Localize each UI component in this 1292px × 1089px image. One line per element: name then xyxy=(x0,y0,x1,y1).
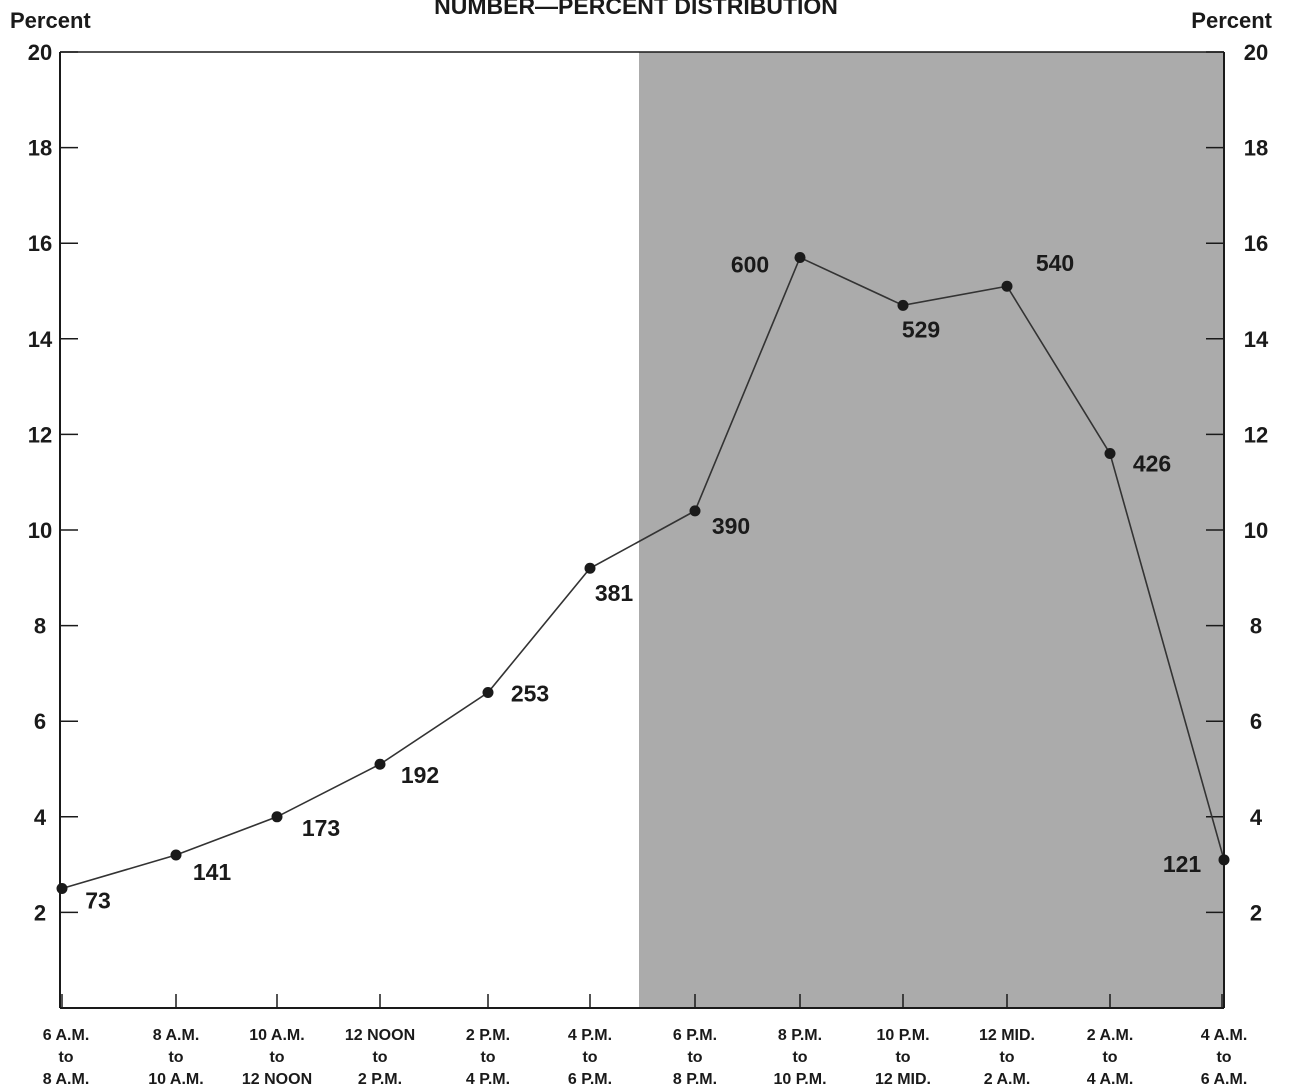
right-axis-label: Percent xyxy=(1191,8,1272,33)
data-point xyxy=(1001,280,1013,292)
left-tick-label: 8 xyxy=(34,614,46,639)
data-point xyxy=(482,687,494,699)
data-point xyxy=(794,252,806,264)
data-label: 426 xyxy=(1133,451,1171,477)
left-tick-label: 18 xyxy=(28,136,52,161)
x-category-label: 6 A.M. to 8 A.M. xyxy=(43,1027,90,1088)
x-category-label: 10 A.M. to 12 NOON xyxy=(242,1027,312,1088)
right-tick-label: 16 xyxy=(1244,231,1268,256)
x-category-label: 10 P.M. to 12 MID. xyxy=(875,1027,931,1088)
evening-shaded-region xyxy=(639,52,1224,1008)
data-labels: 73 141 173 192 253 381 390 600 529 540 426 121 xyxy=(85,250,1201,913)
data-label: 173 xyxy=(302,815,340,841)
left-tick-label: 12 xyxy=(28,422,52,447)
data-point xyxy=(56,883,68,894)
right-tick-label: 20 xyxy=(1244,40,1268,65)
data-label: 192 xyxy=(401,762,439,788)
x-category-label: 2 P.M. to 4 P.M. xyxy=(466,1027,510,1088)
x-category-label: 4 P.M. to 6 P.M. xyxy=(568,1027,612,1088)
data-label: 141 xyxy=(193,859,232,885)
data-point xyxy=(271,811,283,823)
left-tick-label: 6 xyxy=(34,709,46,734)
right-tick-label: 14 xyxy=(1244,327,1269,352)
data-label: 121 xyxy=(1163,851,1202,877)
chart-title: NUMBER—PERCENT DISTRIBUTION xyxy=(434,0,838,19)
data-point xyxy=(170,849,182,861)
series-line xyxy=(61,256,1225,890)
data-label: 600 xyxy=(731,252,769,278)
right-tick-label: 12 xyxy=(1244,422,1268,447)
data-point xyxy=(374,758,386,770)
data-label: 253 xyxy=(511,681,549,707)
data-label: 73 xyxy=(85,888,111,914)
data-label: 529 xyxy=(902,316,940,342)
x-category-label: 12 MID. to 2 A.M. xyxy=(979,1027,1035,1088)
right-y-axis: 2 4 6 8 10 12 14 16 18 20 xyxy=(1206,40,1269,925)
left-tick-label: 10 xyxy=(28,518,52,543)
left-axis-label: Percent xyxy=(10,8,91,33)
data-label: 381 xyxy=(595,580,634,606)
data-points xyxy=(56,252,1230,894)
right-tick-label: 8 xyxy=(1250,614,1262,639)
left-tick-label: 2 xyxy=(34,900,46,925)
left-tick-label: 14 xyxy=(28,327,53,352)
data-point xyxy=(1104,448,1116,460)
data-label: 390 xyxy=(712,513,750,539)
data-point xyxy=(689,505,701,517)
left-tick-label: 20 xyxy=(28,40,52,65)
left-tick-label: 16 xyxy=(28,231,52,256)
x-axis: 6 A.M. to 8 A.M. 8 A.M. to 10 A.M. 10 A.M. to 12… xyxy=(43,994,1248,1088)
left-tick-label: 4 xyxy=(34,805,47,830)
data-point xyxy=(1218,854,1230,866)
x-category-label: 12 NOON to 2 P.M. xyxy=(345,1027,415,1088)
x-category-label: 4 A.M. to 6 A.M. xyxy=(1201,1027,1248,1088)
data-label: 540 xyxy=(1036,250,1074,276)
x-category-label: 8 P.M. to 10 P.M. xyxy=(773,1027,826,1088)
data-point xyxy=(584,562,596,574)
data-point xyxy=(897,299,909,311)
right-tick-label: 4 xyxy=(1250,805,1263,830)
x-category-label: 8 A.M. to 10 A.M. xyxy=(148,1027,203,1088)
x-category-label: 6 P.M. to 8 P.M. xyxy=(673,1027,717,1088)
x-category-label: 2 A.M. to 4 A.M. xyxy=(1087,1027,1134,1088)
right-tick-label: 6 xyxy=(1250,709,1262,734)
right-tick-label: 2 xyxy=(1250,900,1262,925)
right-tick-label: 18 xyxy=(1244,136,1268,161)
right-tick-label: 10 xyxy=(1244,518,1268,543)
left-y-axis: 2 4 6 8 10 12 14 16 18 20 xyxy=(28,40,78,925)
